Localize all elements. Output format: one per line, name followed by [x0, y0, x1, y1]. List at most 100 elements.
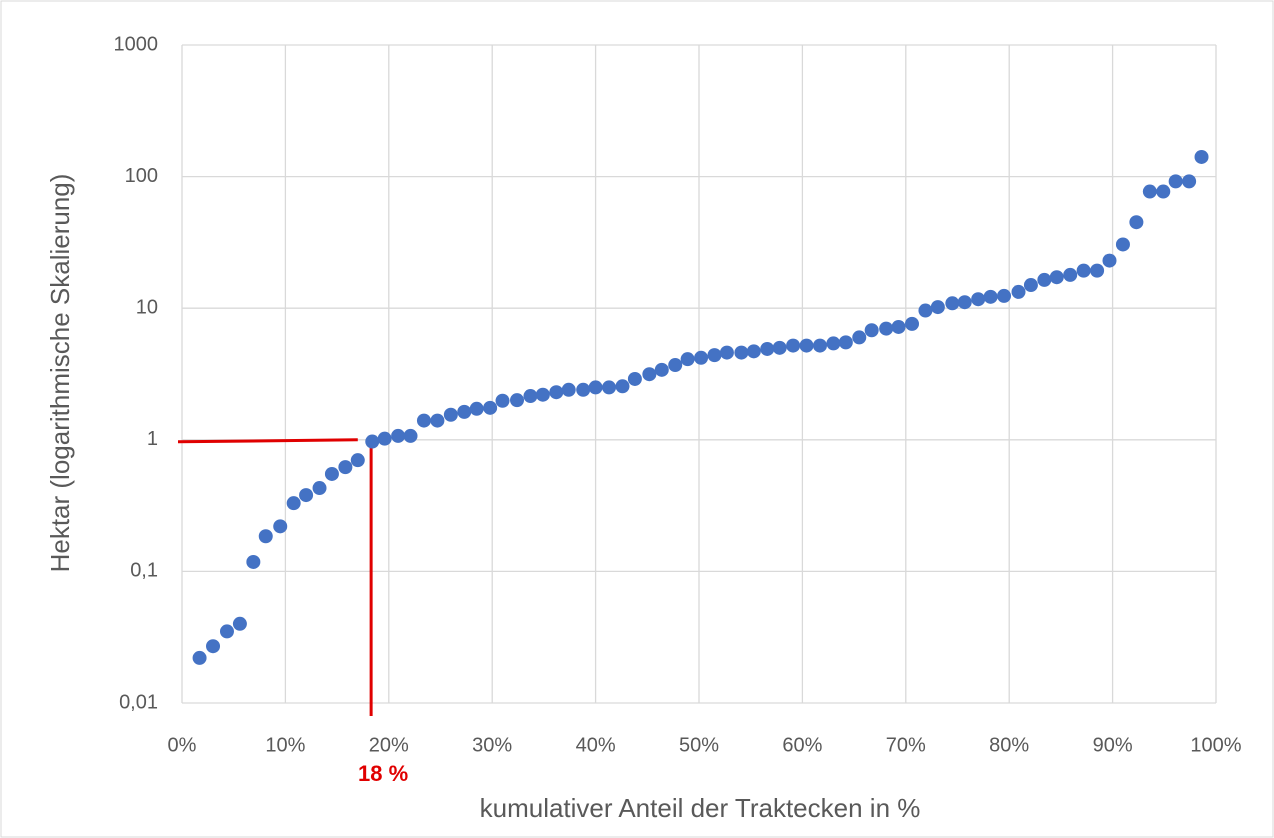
scatter-point	[365, 434, 380, 449]
scatter-point	[1076, 263, 1091, 278]
scatter-point	[694, 350, 709, 365]
scatter-point	[430, 413, 445, 428]
annotation-label: 18 %	[358, 761, 408, 786]
scatter-point	[469, 401, 484, 416]
scatter-point	[391, 428, 406, 443]
scatter-point	[1182, 174, 1197, 189]
x-tick-label: 90%	[1093, 734, 1133, 756]
scatter-point	[350, 453, 365, 468]
scatter-point	[707, 348, 722, 363]
scatter-point	[997, 288, 1012, 303]
x-tick-label: 100%	[1190, 734, 1241, 756]
scatter-point	[1063, 267, 1078, 282]
scatter-point	[510, 393, 525, 408]
x-tick-label: 40%	[576, 734, 616, 756]
y-tick-label: 100	[125, 165, 158, 187]
scatter-point	[1142, 184, 1157, 199]
x-axis-label: kumulativer Anteil der Traktecken in %	[480, 793, 921, 823]
scatter-point	[864, 323, 879, 338]
scatter-point	[1194, 149, 1209, 164]
scatter-point	[983, 289, 998, 304]
scatter-point	[286, 496, 301, 511]
scatter-point	[1156, 184, 1171, 199]
scatter-point	[971, 292, 986, 307]
scatter-point	[642, 367, 657, 382]
scatter-point	[232, 616, 247, 631]
scatter-point	[905, 316, 920, 331]
scatter-point	[1090, 263, 1105, 278]
scatter-point	[219, 624, 234, 639]
scatter-point	[772, 340, 787, 355]
scatter-point	[416, 413, 431, 428]
scatter-point	[312, 481, 327, 496]
x-tick-label: 20%	[369, 734, 409, 756]
scatter-point	[654, 362, 669, 377]
scatter-point	[627, 371, 642, 386]
scatter-point	[535, 387, 550, 402]
scatter-point	[945, 296, 960, 311]
scatter-point	[1037, 272, 1052, 287]
scatter-point	[786, 338, 801, 353]
scatter-point	[719, 345, 734, 360]
x-tick-label: 30%	[472, 734, 512, 756]
scatter-point	[576, 382, 591, 397]
y-tick-label: 0,1	[130, 560, 158, 582]
scatter-point	[734, 345, 749, 360]
y-tick-label: 1	[147, 428, 158, 450]
scatter-point	[299, 488, 314, 503]
scatter-point	[826, 336, 841, 351]
x-tick-label: 0%	[168, 734, 197, 756]
scatter-point	[1115, 237, 1130, 252]
scatter-point	[495, 393, 510, 408]
x-tick-label: 80%	[989, 734, 1029, 756]
scatter-point	[483, 400, 498, 415]
scatter-point	[192, 650, 207, 665]
scatter-point	[588, 380, 603, 395]
scatter-point	[680, 352, 695, 367]
scatter-point	[1168, 174, 1183, 189]
x-tick-label: 10%	[265, 734, 305, 756]
x-tick-label: 60%	[782, 734, 822, 756]
scatter-point	[403, 428, 418, 443]
scatter-point	[1023, 278, 1038, 293]
scatter-point	[1049, 270, 1064, 285]
scatter-point	[273, 519, 288, 534]
scatter-point	[561, 382, 576, 397]
y-tick-label: 1000	[114, 33, 159, 55]
x-tick-label: 50%	[679, 734, 719, 756]
scatter-point	[324, 466, 339, 481]
scatter-point	[879, 321, 894, 336]
y-tick-label: 10	[136, 296, 158, 318]
scatter-point	[377, 431, 392, 446]
scatter-point	[457, 404, 472, 419]
scatter-point	[1102, 253, 1117, 268]
scatter-point	[746, 344, 761, 359]
scatter-point	[852, 330, 867, 345]
scatter-point	[206, 639, 221, 654]
scatter-point	[338, 460, 353, 475]
scatter-point	[799, 338, 814, 353]
annotation-line	[177, 438, 358, 444]
scatter-point	[1011, 284, 1026, 299]
scatter-point	[549, 385, 564, 400]
scatter-point	[443, 407, 458, 422]
scatter-point	[668, 358, 683, 373]
scatter-point	[615, 379, 630, 394]
scatter-point	[523, 389, 538, 404]
scatter-point	[1129, 215, 1144, 230]
scatter-point	[957, 295, 972, 310]
scatter-point	[918, 303, 933, 318]
scatter-point	[930, 300, 945, 315]
scatter-point	[760, 341, 775, 356]
y-axis-label: Hektar (logarithmische Skalierung)	[45, 174, 75, 573]
scatter-point	[258, 529, 273, 544]
scatter-point	[812, 338, 827, 353]
scatter-point	[602, 380, 617, 395]
scatter-point	[838, 335, 853, 350]
y-tick-label: 0,01	[119, 691, 158, 713]
x-tick-label: 70%	[886, 734, 926, 756]
scatter-point	[246, 554, 261, 569]
scatter-point	[891, 319, 906, 334]
